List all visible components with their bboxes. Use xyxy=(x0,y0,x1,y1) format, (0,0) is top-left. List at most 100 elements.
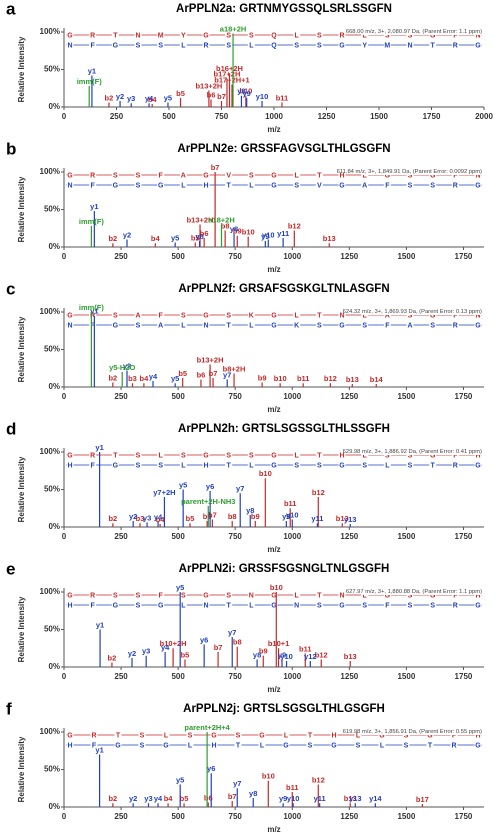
ladder-box xyxy=(247,171,255,179)
ladder-letter: K xyxy=(294,322,299,329)
ladder-letter: S xyxy=(226,32,231,39)
ladder-letter: S xyxy=(136,462,141,469)
ladder-letter: G xyxy=(67,452,73,459)
x-axis-label: m/z xyxy=(267,545,280,554)
ladder-letter: L xyxy=(380,742,385,749)
y-tick-label: 100% xyxy=(40,307,60,316)
x-tick-label: 500 xyxy=(171,532,185,541)
ladder-box xyxy=(111,41,119,49)
ladder-letter: S xyxy=(356,742,361,749)
ladder-box xyxy=(474,601,482,609)
ladder-box xyxy=(134,601,142,609)
peak-label: b2 xyxy=(108,234,117,243)
ladder-box xyxy=(451,321,459,329)
ladder-letter: G xyxy=(115,742,121,749)
precursor-bg xyxy=(362,588,484,595)
peak-label: b5 xyxy=(186,514,195,523)
ladder-box xyxy=(330,741,338,749)
peak-label: y1 xyxy=(96,620,104,629)
ladder-letter: S xyxy=(113,592,118,599)
x-tick-label: 750 xyxy=(215,112,229,121)
ladder-letter: S xyxy=(430,322,435,329)
ladder-letter: L xyxy=(188,742,193,749)
ladder-letter: G xyxy=(259,732,265,739)
peak-label: b4 xyxy=(148,95,158,104)
ladder-letter: T xyxy=(227,322,232,329)
ladder-letter: S xyxy=(236,732,241,739)
x-tick-label: 750 xyxy=(229,252,243,261)
peak-label: b7 xyxy=(228,792,237,801)
ladder-box xyxy=(202,601,210,609)
y-tick-label: 0% xyxy=(48,522,60,531)
precursor-info: 619.98 m/z, 3+, 1,856.91 Da, (Parent Err… xyxy=(343,729,482,735)
ladder-box xyxy=(179,461,187,469)
x-tick-label: 1500 xyxy=(397,672,415,681)
peak-label: b4 xyxy=(156,515,166,524)
peak-label: b10 xyxy=(274,374,287,383)
peak-label: y9 xyxy=(279,794,287,803)
ladder-letter: S xyxy=(249,452,254,459)
ladder-letter: G xyxy=(475,322,481,329)
ladder-box xyxy=(338,171,346,179)
ladder-letter: S xyxy=(136,172,141,179)
ladder-box xyxy=(202,171,210,179)
ladder-letter: A xyxy=(362,182,367,189)
peak-label: b2 xyxy=(108,514,117,523)
ladder-letter: G xyxy=(67,312,73,319)
y-axis-label: Relative Intensity xyxy=(17,736,26,802)
ladder-box xyxy=(270,41,278,49)
ladder-letter: F xyxy=(159,592,164,599)
ladder-box xyxy=(293,601,301,609)
ladder-letter: M xyxy=(384,42,390,49)
ladder-letter: R xyxy=(453,182,458,189)
precursor-info: 629.98 m/z, 3+, 1,886.92 Da, (Parent Err… xyxy=(343,449,482,455)
ladder-box xyxy=(179,321,187,329)
peak-label: y8 xyxy=(237,87,245,96)
x-tick-label: 1250 xyxy=(340,812,358,821)
ladder-box xyxy=(111,451,119,459)
ladder-box xyxy=(157,321,165,329)
ladder-letter: L xyxy=(249,182,254,189)
ladder-letter: S xyxy=(317,42,322,49)
ladder-box xyxy=(338,451,346,459)
ladder-box xyxy=(186,731,194,739)
ladder-box xyxy=(361,181,369,189)
ladder-box xyxy=(293,31,301,39)
ladder-box xyxy=(225,171,233,179)
ladder-box xyxy=(406,601,414,609)
ladder-box xyxy=(247,461,255,469)
ladder-letter: G xyxy=(385,592,391,599)
y-tick-label: 100% xyxy=(40,447,60,456)
ladder-box xyxy=(338,41,346,49)
x-tick-label: 750 xyxy=(229,812,243,821)
chart-title: ArPPLN2f: GRSAFSGSKGLTNLASGFN xyxy=(178,283,389,295)
ladder-box xyxy=(451,461,459,469)
ladder-box xyxy=(315,321,323,329)
precursor-bg xyxy=(362,28,484,35)
peak-label: y9 xyxy=(261,232,269,241)
ladder-letter: R xyxy=(453,462,458,469)
ladder-box xyxy=(157,181,165,189)
ladder-letter: G xyxy=(271,602,277,609)
ladder-letter: H xyxy=(67,742,72,749)
ladder-letter: S xyxy=(181,452,186,459)
peak-label: y2 xyxy=(129,512,137,521)
peak-label: b12 xyxy=(288,221,301,230)
ladder-box xyxy=(202,41,210,49)
ladder-letter: L xyxy=(249,322,254,329)
ladder-box xyxy=(474,461,482,469)
ladder-box xyxy=(451,41,459,49)
ladder-box xyxy=(270,321,278,329)
x-tick-label: 1250 xyxy=(318,112,336,121)
ladder-letter: S xyxy=(408,172,413,179)
peak-label: y4 xyxy=(154,794,163,803)
ladder-letter: F xyxy=(452,732,457,739)
y-tick-label: 0% xyxy=(48,382,60,391)
peak-label: y3 xyxy=(144,794,152,803)
ladder-box xyxy=(429,321,437,329)
ladder-box xyxy=(450,741,458,749)
peak-label: b16+2H xyxy=(216,64,243,73)
ladder-letter: F xyxy=(159,312,164,319)
peak-label: y9 xyxy=(278,650,286,659)
ladder-letter: T xyxy=(431,462,436,469)
